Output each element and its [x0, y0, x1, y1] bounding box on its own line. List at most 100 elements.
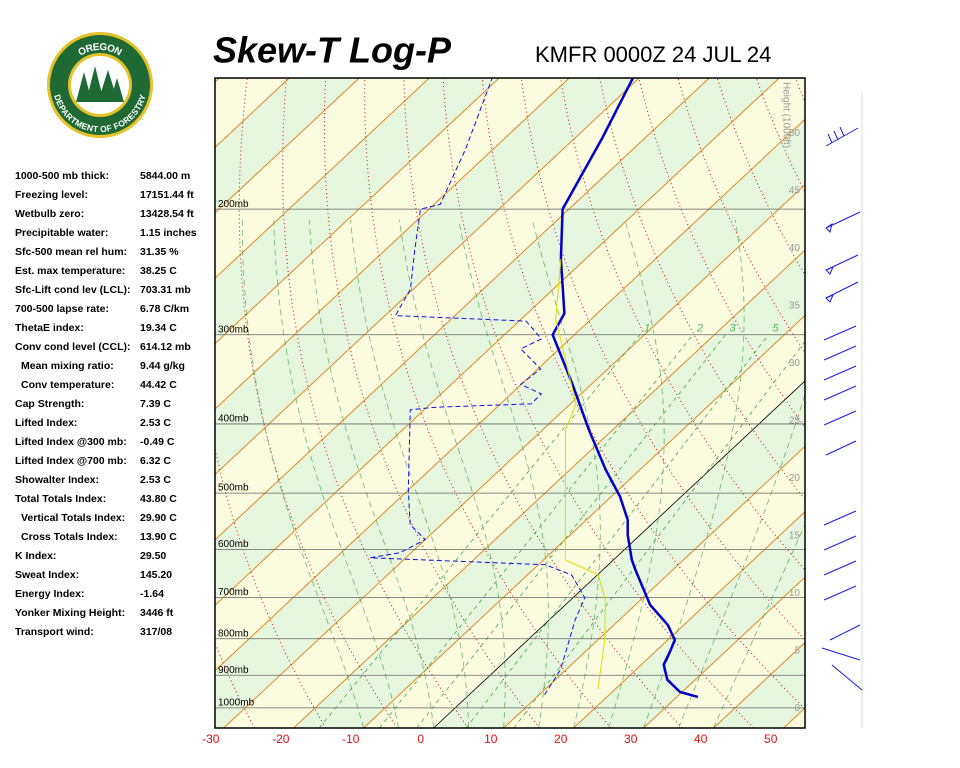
x-tick-label: 20	[554, 732, 568, 746]
station: KMFR 0000Z 24 JUL 24	[535, 42, 771, 67]
y-tick-label: 700mb	[218, 587, 249, 598]
index-label: Conv temperature:	[21, 379, 114, 391]
index-label: Freezing level:	[15, 189, 88, 201]
index-value: 1.15 inches	[140, 227, 197, 239]
dry-adiabat	[520, 78, 805, 641]
index-value: 614.12 mb	[140, 341, 191, 353]
index-label: Wetbulb zero:	[15, 208, 84, 220]
height-label: Height (1000ft)	[780, 82, 791, 148]
moist-adiabat	[532, 219, 601, 728]
wind-barb	[825, 211, 861, 233]
mixing-ratio-label: 1	[644, 323, 650, 335]
logo-sky	[71, 56, 129, 114]
mixing-ratio-label: 5	[772, 323, 779, 335]
index-label: Yonker Mixing Height:	[15, 607, 125, 619]
mixing-ratio-line	[416, 334, 726, 728]
profile-line	[555, 259, 606, 690]
y-tick-label: 600mb	[218, 539, 249, 550]
wind-barb	[823, 325, 857, 456]
height-tick-label: 40	[789, 243, 801, 254]
index-label: Lifted Index @300 mb:	[15, 436, 127, 448]
index-label: Mean mixing ratio:	[21, 360, 114, 372]
index-value: 29.50	[140, 550, 166, 562]
index-label: Lifted Index @700 mb:	[15, 455, 127, 467]
band	[854, 78, 960, 728]
moist-adiabat	[678, 392, 805, 728]
index-label: Sfc-500 mean rel hum:	[15, 246, 127, 258]
height-tick-label: 35	[789, 300, 801, 311]
x-tick-label: -10	[342, 732, 360, 746]
height-tick-label: 45	[789, 185, 801, 196]
index-value: -1.64	[140, 588, 164, 600]
height-tick-label: 5	[794, 646, 800, 657]
isotherm	[363, 314, 805, 728]
wind-barb	[825, 281, 859, 303]
mixing-ratio-label: 2	[696, 323, 703, 335]
index-label: Transport wind:	[15, 626, 94, 638]
height-tick-label: 50	[789, 128, 801, 139]
band	[924, 78, 960, 728]
dry-adiabat	[913, 78, 960, 728]
isotherm	[215, 78, 640, 476]
wind-barbs	[821, 126, 863, 691]
y-tick-label: 400mb	[218, 414, 249, 425]
isotherm	[215, 78, 780, 606]
index-value: 6.78 C/km	[140, 303, 189, 315]
isotherm	[783, 707, 805, 728]
mixing-ratio-line	[513, 340, 805, 728]
x-tick-label: 30	[624, 732, 638, 746]
logo: OREGON DEPARTMENT OF FORESTRY	[47, 32, 153, 138]
index-label: Total Totals Index:	[15, 493, 106, 505]
height-tick-label: 20	[789, 473, 801, 484]
plot-frame	[214, 77, 806, 729]
dry-adiabat	[282, 78, 469, 728]
isotherm	[573, 511, 805, 728]
dry-adiabat	[755, 78, 805, 194]
band	[783, 707, 805, 728]
index-value: 317/08	[140, 626, 172, 638]
index-value: 13428.54 ft	[140, 208, 194, 220]
height-tick-label: 30	[789, 358, 801, 369]
moist-adiabat	[273, 219, 399, 728]
index-label: 1000-500 mb thick:	[15, 170, 109, 182]
isotherm	[223, 183, 805, 728]
dry-adiabat	[835, 78, 960, 728]
moist-adiabat	[458, 219, 549, 728]
isotherm	[215, 78, 570, 410]
band	[215, 78, 805, 671]
wind-barb	[821, 510, 863, 691]
index-value: 29.90 C	[140, 512, 177, 524]
profile-line	[370, 78, 586, 696]
index-value: 5844.00 m	[140, 170, 190, 182]
dry-adiabat	[364, 78, 612, 728]
profile-line	[551, 78, 699, 699]
index-value: 2.53 C	[140, 417, 171, 429]
wind-barb	[825, 126, 859, 147]
dry-adiabat	[323, 78, 540, 728]
height-tick-label: 15	[789, 531, 801, 542]
height-tick-label: 0	[794, 703, 800, 714]
y-tick-label: 1000mb	[218, 698, 255, 709]
isotherm	[293, 249, 805, 728]
index-label: Cap Strength:	[15, 398, 84, 410]
y-tick-label: 300mb	[218, 324, 249, 335]
mixing-ratio-line	[379, 334, 694, 728]
index-value: 17151.44 ft	[140, 189, 194, 201]
dry-adiabat	[874, 78, 960, 728]
isotherm	[215, 78, 710, 541]
mixing-ratio-label: 8	[814, 323, 821, 335]
moist-adiabat	[713, 523, 805, 728]
index-value: 7.39 C	[140, 398, 171, 410]
index-value: 44.42 C	[140, 379, 177, 391]
index-label: ThetaE index:	[15, 322, 84, 334]
index-label: K Index:	[15, 550, 56, 562]
logo-trees	[76, 66, 124, 102]
index-label: Conv cond level (CCL):	[15, 341, 131, 353]
isotherm	[854, 78, 960, 728]
height-tick-label: 25	[789, 415, 801, 426]
index-label: Sfc-Lift cond lev (LCL):	[15, 284, 131, 296]
y-tick-label: 800mb	[218, 628, 249, 639]
index-label: Vertical Totals Index:	[21, 512, 125, 524]
x-tick-label: -30	[202, 732, 220, 746]
moist-adiabat	[608, 219, 665, 728]
